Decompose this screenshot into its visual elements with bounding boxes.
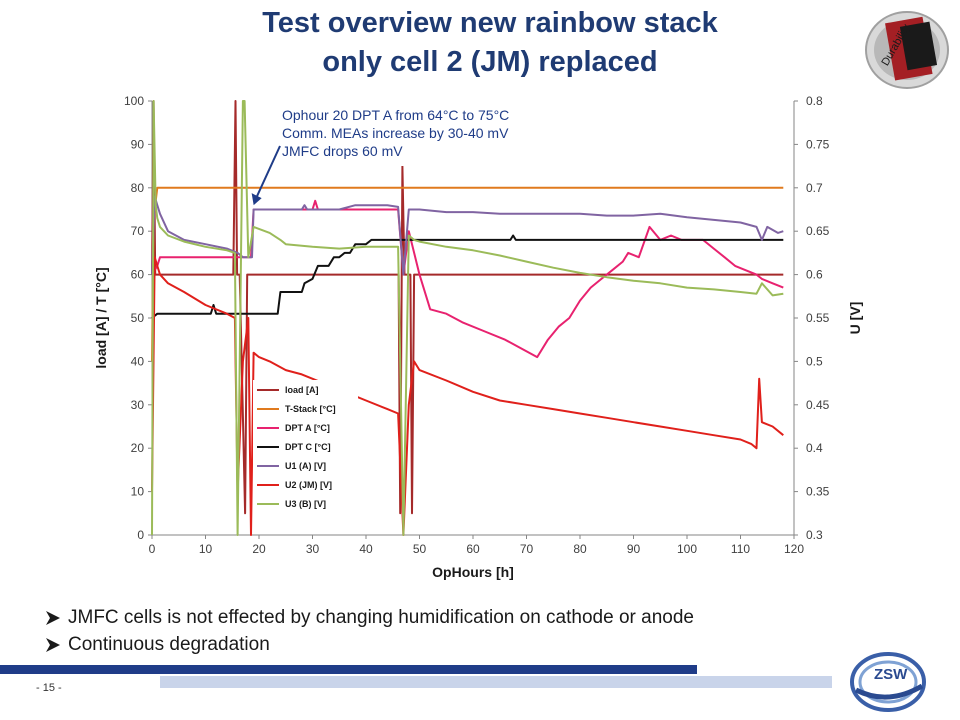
y2-tick-label: 0.5 bbox=[806, 354, 823, 368]
title-line-2: only cell 2 (JM) replaced bbox=[322, 46, 658, 78]
series-line bbox=[151, 100, 784, 536]
x-tick-label: 40 bbox=[359, 542, 373, 556]
legend-label: T-Stack [°C] bbox=[285, 404, 336, 414]
bullet-text: Continuous degradation bbox=[68, 634, 270, 655]
y2-tick-label: 0.4 bbox=[806, 441, 823, 455]
x-tick-label: 20 bbox=[252, 542, 266, 556]
y-axis-label: load [A] / T [°C] bbox=[93, 267, 109, 368]
annotation-arrow bbox=[254, 145, 281, 200]
footer-bar bbox=[0, 665, 697, 674]
y-tick-label: 20 bbox=[131, 441, 145, 455]
x-tick-label: 0 bbox=[149, 542, 156, 556]
x-tick-label: 80 bbox=[573, 542, 587, 556]
x-tick-label: 50 bbox=[413, 542, 427, 556]
series-line bbox=[151, 195, 784, 276]
y-tick-label: 40 bbox=[131, 354, 145, 368]
y-tick-label: 30 bbox=[131, 398, 145, 412]
title-line-1: Test overview new rainbow stack bbox=[262, 7, 718, 39]
annotation-text: JMFC drops 60 mV bbox=[282, 143, 403, 159]
bullet-text: JMFC cells is not effected by changing h… bbox=[68, 607, 694, 628]
zsw-logo: ZSW bbox=[850, 652, 926, 712]
arrow-bullet-icon bbox=[46, 637, 60, 652]
bullet-item: JMFC cells is not effected by changing h… bbox=[44, 604, 924, 631]
y-tick-label: 80 bbox=[131, 181, 145, 195]
y-tick-label: 90 bbox=[131, 137, 145, 151]
x-tick-label: 10 bbox=[199, 542, 213, 556]
x-tick-label: 110 bbox=[731, 542, 750, 556]
y2-tick-label: 0.6 bbox=[806, 268, 823, 282]
y2-tick-label: 0.3 bbox=[806, 528, 823, 542]
y-tick-label: 10 bbox=[131, 485, 145, 499]
series-line bbox=[151, 256, 784, 536]
y2-tick-label: 0.7 bbox=[806, 181, 823, 195]
y2-tick-label: 0.75 bbox=[806, 137, 830, 151]
x-tick-label: 100 bbox=[677, 542, 697, 556]
x-tick-label: 120 bbox=[784, 542, 804, 556]
y-tick-label: 70 bbox=[131, 224, 145, 238]
arrow-bullet-icon bbox=[46, 610, 60, 625]
legend-label: U1 (A) [V] bbox=[285, 461, 326, 471]
legend-label: U3 (B) [V] bbox=[285, 499, 326, 509]
x-tick-label: 30 bbox=[306, 542, 320, 556]
line-chart: 01020304050607080901000.30.350.40.450.50… bbox=[93, 94, 863, 580]
y2-tick-label: 0.55 bbox=[806, 311, 830, 325]
bullet-item: Continuous degradation bbox=[44, 631, 924, 658]
y2-tick-label: 0.65 bbox=[806, 224, 830, 238]
y2-tick-label: 0.8 bbox=[806, 94, 823, 108]
y-tick-label: 50 bbox=[131, 311, 145, 325]
bullet-list: JMFC cells is not effected by changing h… bbox=[44, 604, 924, 658]
y-tick-label: 100 bbox=[124, 94, 144, 108]
annotation-text: Comm. MEAs increase by 30-40 mV bbox=[282, 125, 509, 141]
legend-label: load [A] bbox=[285, 385, 319, 395]
legend-label: U2 (JM) [V] bbox=[285, 480, 332, 490]
y2-tick-label: 0.45 bbox=[806, 398, 830, 412]
slide-title: Test overview new rainbow stack only cel… bbox=[140, 4, 840, 82]
zsw-logo-text: ZSW bbox=[874, 666, 908, 683]
series-line bbox=[151, 100, 784, 515]
footer-bar-light bbox=[160, 676, 832, 688]
y-tick-label: 0 bbox=[137, 528, 144, 542]
x-tick-label: 60 bbox=[466, 542, 480, 556]
y2-axis-label: U [V] bbox=[847, 302, 863, 335]
x-tick-label: 70 bbox=[520, 542, 534, 556]
durability-logo: Durability bbox=[865, 11, 949, 89]
legend-label: DPT A [°C] bbox=[285, 423, 330, 433]
annotation-text: Ophour 20 DPT A from 64°C to 75°C bbox=[282, 107, 509, 123]
x-tick-label: 90 bbox=[627, 542, 641, 556]
legend-box bbox=[253, 380, 358, 517]
x-axis-label: OpHours [h] bbox=[432, 564, 514, 580]
page-number: - 15 - bbox=[36, 682, 62, 694]
y2-tick-label: 0.35 bbox=[806, 485, 830, 499]
annotation-box bbox=[278, 104, 608, 166]
annotation-arrowhead bbox=[251, 193, 262, 206]
legend-label: DPT C [°C] bbox=[285, 442, 331, 452]
y-tick-label: 60 bbox=[131, 268, 145, 282]
